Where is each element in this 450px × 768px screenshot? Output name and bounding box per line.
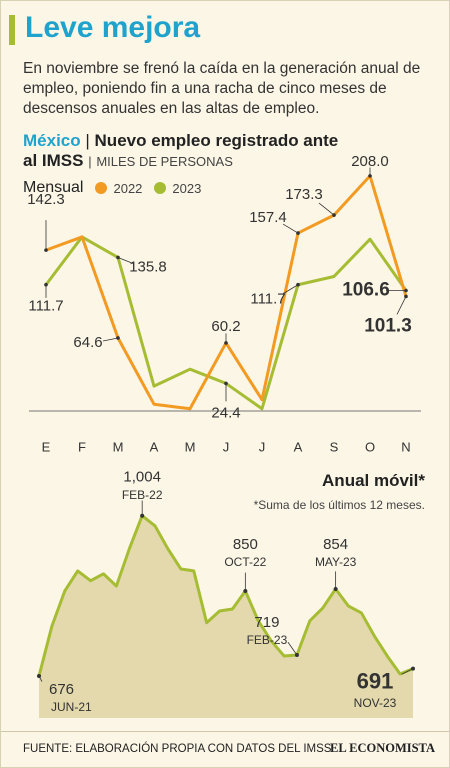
point (404, 294, 408, 299)
chart-title: Anual móvil* (322, 471, 425, 490)
point (44, 248, 48, 252)
point (116, 336, 120, 340)
data-label: 173.3 (285, 186, 323, 203)
date-label: JUN-21 (51, 700, 92, 714)
date-label: MAY-23 (315, 555, 357, 569)
data-label: 24.4 (211, 404, 240, 421)
label-connector (396, 296, 407, 315)
label-connector (401, 668, 414, 675)
x-tick-label: J (223, 439, 230, 454)
x-tick-label: E (42, 439, 51, 454)
line (37, 514, 414, 677)
data-label: 157.4 (249, 209, 287, 226)
point (243, 588, 248, 593)
data-label: 106.6 (342, 280, 390, 301)
data-label: 135.8 (129, 258, 167, 275)
date-label: OCT-22 (224, 555, 266, 569)
label-connector (287, 641, 298, 656)
x-tick-label: J (259, 439, 266, 454)
point (224, 381, 228, 386)
data-label: 1,004 (123, 469, 161, 486)
x-tick-label: M (113, 439, 124, 454)
chart-title: México (23, 131, 81, 150)
point (294, 652, 299, 657)
separator: | (88, 154, 92, 169)
point (368, 174, 372, 178)
x-tick-label: M (185, 439, 196, 454)
legend-label: 2023 (172, 180, 202, 196)
date-label: FEB-23 (247, 633, 288, 647)
label-connector (117, 257, 134, 264)
point (404, 288, 408, 293)
x-tick-label: F (78, 439, 86, 454)
x-tick-label: A (294, 439, 303, 454)
chart-heading: México | Nuevo empleo registrado ante al… (23, 131, 343, 172)
x-tick-label: N (401, 439, 410, 454)
point (116, 255, 120, 260)
point (333, 587, 338, 591)
data-label: 676 (49, 681, 74, 698)
point (44, 282, 48, 287)
point (296, 282, 300, 287)
data-label: 142.3 (27, 191, 65, 208)
rule (1, 731, 449, 732)
data-label: 719 (254, 614, 279, 631)
label-connector (102, 337, 119, 342)
data-label: 691 (357, 668, 394, 693)
date-label: NOV-23 (354, 696, 397, 710)
point (411, 666, 415, 671)
data-label: 111.7 (28, 298, 63, 315)
data-label: 101.3 (364, 316, 412, 337)
data-label: 60.2 (211, 318, 240, 335)
data-label: 854 (323, 536, 348, 553)
point (224, 341, 228, 345)
point (37, 673, 41, 678)
point (140, 513, 145, 518)
point (296, 231, 300, 235)
x-tick-label: S (330, 439, 339, 454)
accent-bar (9, 15, 15, 45)
brand: EL ECONOMISTA (330, 741, 435, 755)
legend-swatch (95, 182, 108, 194)
legend: Mensual 2022 2023 (23, 179, 207, 197)
x-tick-label: A (150, 439, 159, 454)
legend-title: Mensual (23, 179, 84, 196)
x-tick-label: O (365, 439, 375, 454)
area (39, 515, 413, 718)
data-label: 850 (233, 536, 258, 553)
separator: | (85, 131, 90, 150)
label-connector (318, 202, 335, 216)
data-label: 111.7 (250, 291, 285, 308)
title: Leve mejora (25, 11, 201, 44)
unit: MILES DE PERSONAS (96, 154, 233, 169)
point (332, 213, 336, 217)
date-label: FEB-22 (122, 488, 163, 502)
label-connector (282, 284, 299, 295)
legend-swatch (154, 182, 167, 194)
data-label: 64.6 (73, 334, 102, 351)
label-connector (282, 223, 299, 234)
note: *Suma de los últimos 12 meses. (253, 498, 425, 512)
data-label: 208.0 (351, 153, 389, 170)
subtitle: En noviembre se frenó la caída en la gen… (23, 60, 421, 117)
chart-subtitle: Nuevo empleo registrado ante al IMSS (23, 131, 339, 170)
legend-label: 2022 (113, 180, 143, 196)
source: FUENTE: ELABORACIÓN PROPIA CON DATOS DEL… (23, 743, 332, 755)
